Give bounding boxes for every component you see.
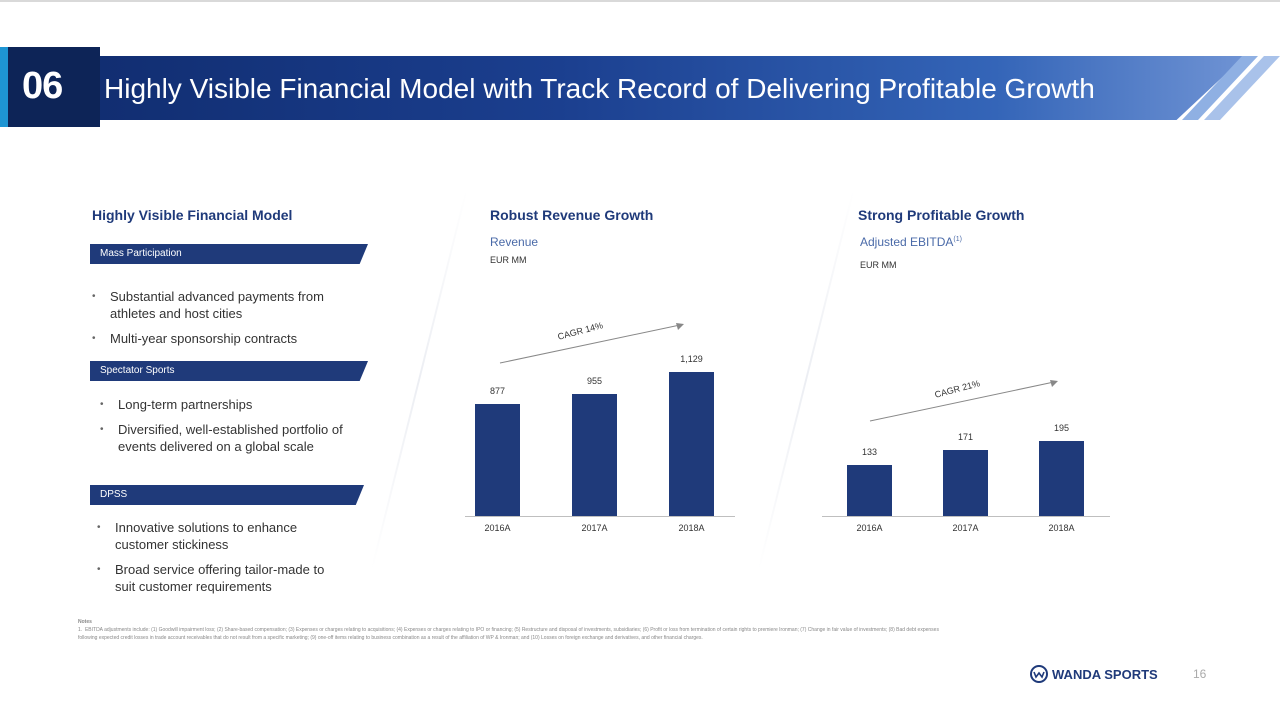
revenue-chart-title: Robust Revenue Growth: [490, 207, 654, 223]
chart-bar: [475, 404, 520, 516]
list-item: Long-term partnerships: [98, 396, 343, 413]
chart-bar: [669, 372, 714, 516]
tag-mass-participation: Mass Participation: [90, 244, 368, 264]
column-divider: [757, 190, 855, 570]
data-label: 195: [1053, 422, 1070, 433]
revenue-chart-subtitle: Revenue: [490, 235, 539, 249]
data-label: 1,129: [680, 354, 703, 365]
x-tick-label: 2018A: [1048, 523, 1075, 533]
list-item: Innovative solutions to enhance customer…: [95, 519, 345, 553]
page-number: 16: [1193, 667, 1207, 681]
ebitda-chart-title: Strong Profitable Growth: [858, 207, 1025, 223]
tag-dpss: DPSS: [90, 485, 364, 505]
chart-bar: [943, 450, 988, 516]
ebitda-cagr-arrow: [869, 380, 1058, 422]
section-number: 06: [22, 65, 63, 107]
list-item: Broad service offering tailor-made to su…: [95, 561, 345, 595]
logo-emblem-icon: [1030, 665, 1048, 683]
ebitda-subtitle-text: Adjusted EBITDA: [860, 235, 954, 249]
x-tick-label: 2017A: [581, 523, 608, 533]
data-label: 955: [586, 376, 603, 387]
list-item: Multi-year sponsorship contracts: [90, 330, 340, 347]
x-tick-label: 2016A: [856, 523, 883, 533]
chart-baseline: [465, 516, 735, 517]
ebitda-footnote-marker: (1): [953, 236, 962, 243]
logo-text: WANDA SPORTS: [1052, 666, 1158, 682]
chart-bar: [572, 394, 617, 516]
header-band: [0, 56, 1245, 120]
section-number-box: 06: [8, 47, 100, 127]
chart-baseline: [822, 516, 1110, 517]
ebitda-chart-unit: EUR MM: [860, 260, 897, 270]
column-divider: [370, 190, 468, 570]
mass-participation-list: Substantial advanced payments from athle…: [90, 288, 340, 355]
company-logo: WANDA SPORTS: [1030, 665, 1158, 683]
tag-spectator-sports: Spectator Sports: [90, 361, 368, 381]
footnote-text: 1. EBITDA adjustments include: (1) Goodw…: [78, 626, 958, 642]
footnote-body: EBITDA adjustments include: (1) Goodwill…: [78, 627, 939, 641]
footnote-marker: 1.: [78, 627, 83, 633]
revenue-chart-unit: EUR MM: [490, 255, 527, 265]
ebitda-chart-subtitle: Adjusted EBITDA(1): [860, 235, 962, 249]
footnotes: Notes 1. EBITDA adjustments include: (1)…: [78, 618, 958, 642]
data-label: 877: [489, 386, 506, 397]
financial-model-title: Highly Visible Financial Model: [92, 207, 293, 223]
x-tick-label: 2016A: [484, 523, 511, 533]
slide-header: 06 Highly Visible Financial Model with T…: [0, 47, 1280, 127]
dpss-list: Innovative solutions to enhance customer…: [95, 519, 345, 603]
x-tick-label: 2018A: [678, 523, 705, 533]
chart-bar: [847, 464, 892, 516]
notes-label: Notes: [78, 619, 92, 625]
data-label: 171: [957, 432, 974, 443]
header-stripes-decoration: [1182, 56, 1280, 120]
list-item: Substantial advanced payments from athle…: [90, 288, 340, 322]
slide-title: Highly Visible Financial Model with Trac…: [104, 73, 1095, 104]
header-accent: [0, 47, 8, 127]
revenue-cagr-arrow: [499, 323, 684, 364]
list-item: Diversified, well-established portfolio …: [98, 421, 343, 455]
spectator-sports-list: Long-term partnerships Diversified, well…: [98, 396, 343, 463]
data-label: 133: [861, 446, 878, 457]
chart-bar: [1039, 440, 1084, 516]
top-border: [0, 0, 1280, 2]
x-tick-label: 2017A: [952, 523, 979, 533]
